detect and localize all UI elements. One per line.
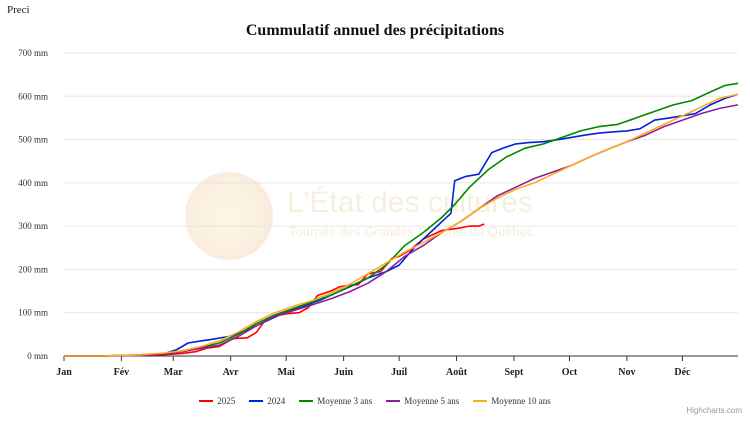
series-line-3[interactable] <box>64 104 739 357</box>
legend-item-0[interactable]: 2025 <box>199 396 235 406</box>
x-axis: Jan Fév Mar Avr Mai Juin Juil Août Sept Oct Nov Déc <box>56 355 738 378</box>
legend-label: 2024 <box>267 396 286 406</box>
x-tick-label: Avr <box>223 367 239 378</box>
y-tick-label: 100 mm <box>18 308 48 318</box>
y-tick-label: 200 mm <box>18 264 48 274</box>
legend-label: Moyenne 10 ans <box>491 396 551 406</box>
legend-item-1[interactable]: 2024 <box>249 396 285 406</box>
legend-label: Moyenne 3 ans <box>317 396 373 406</box>
x-tick-label: Juin <box>334 367 353 378</box>
x-tick-label: Nov <box>618 367 635 378</box>
x-tick-label: Août <box>446 367 468 378</box>
legend-swatch <box>199 400 214 402</box>
y-tick-label: 300 mm <box>18 221 48 231</box>
y-tick-label: 600 mm <box>18 91 48 101</box>
x-tick-label: Mar <box>164 367 183 378</box>
x-tick-label: Jan <box>56 367 72 378</box>
legend-label: Moyenne 5 ans <box>404 396 460 406</box>
x-tick-label: Mai <box>278 367 295 378</box>
y-axis: 0 mm 100 mm 200 mm 300 mm 400 mm 500 mm 600 mm… <box>18 48 48 361</box>
legend-swatch <box>386 400 401 402</box>
legend-label: 2025 <box>217 396 236 406</box>
legend-swatch <box>249 400 264 402</box>
y-tick-label: 0 mm <box>27 351 48 361</box>
grid-lines <box>64 52 738 357</box>
legend-swatch <box>473 400 488 402</box>
legend-item-3[interactable]: Moyenne 5 ans <box>386 396 459 406</box>
legend: 2025 2024 Moyenne 3 ans Moyenne 5 ans Moyenn… <box>0 396 750 406</box>
x-tick-label: Sept <box>504 367 524 378</box>
legend-item-2[interactable]: Moyenne 3 ans <box>299 396 372 406</box>
chart-corner-label: Preci <box>7 4 30 16</box>
y-tick-label: 700 mm <box>18 48 48 58</box>
series-lines <box>64 82 739 357</box>
series-line-0[interactable] <box>64 223 485 357</box>
credits-link[interactable]: Highcharts.com <box>686 406 742 415</box>
series-line-2[interactable] <box>64 82 739 357</box>
legend-swatch <box>299 400 314 402</box>
y-tick-label: 500 mm <box>18 135 48 145</box>
legend-item-4[interactable]: Moyenne 10 ans <box>473 396 551 406</box>
chart-title: Cummulatif annuel des précipitations <box>245 22 505 39</box>
y-tick-label: 400 mm <box>18 178 48 188</box>
x-tick-label: Fév <box>114 367 130 378</box>
x-tick-label: Oct <box>562 367 578 378</box>
x-tick-label: Déc <box>674 367 691 378</box>
x-tick-label: Juil <box>391 367 407 378</box>
series-line-4[interactable] <box>64 93 739 357</box>
series-line-1[interactable] <box>64 93 739 357</box>
